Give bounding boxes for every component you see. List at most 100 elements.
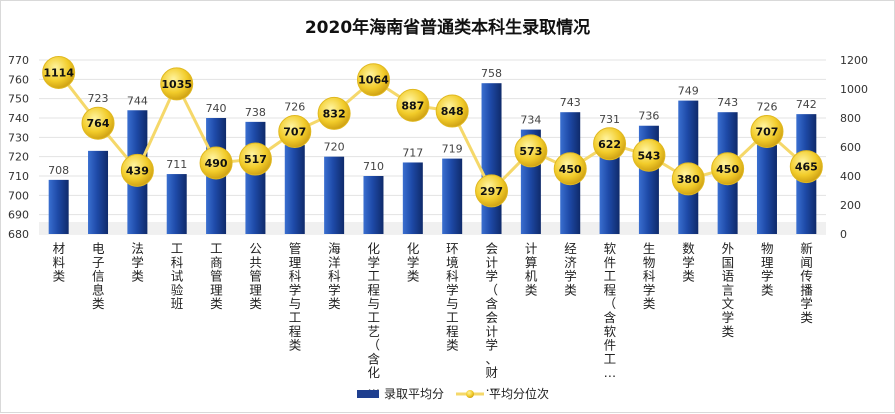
category-label: 软件工程（含软件工… [604,241,617,380]
right-tick-label: 200 [840,199,861,212]
category-label: 会计学（含会计学、财… [486,241,499,394]
line-point [238,142,272,176]
line-data-label: 465 [795,161,818,174]
bar [481,83,502,234]
category-label: 管理科学与工程类 [289,241,302,353]
bar [166,174,187,234]
line-data-label: 450 [559,163,582,176]
bar-data-label: 749 [678,85,699,98]
line-data-label: 622 [598,138,621,151]
bar [599,135,620,234]
line-data-label: 1064 [358,74,389,87]
line-data-label: 297 [480,185,503,198]
line-data-label: 517 [244,153,267,166]
right-tick-label: 600 [840,141,861,154]
category-label: 数学类 [682,241,695,284]
bar-data-label: 717 [402,146,423,159]
bar-data-label: 740 [206,102,227,115]
left-tick-label: 720 [8,151,29,164]
line-data-label: 439 [126,164,149,177]
line-point [435,94,469,128]
line-point [671,162,705,196]
bar-data-label: 726 [756,100,777,113]
line-point [632,138,666,172]
category-label: 海洋科学类 [328,241,341,311]
category-label: 外国语言文学类 [722,241,735,339]
category-label: 工科试验班 [171,241,184,311]
line-point [593,127,627,161]
left-tick-label: 710 [8,170,29,183]
chart-title: 2020年海南省普通类本科生录取情况 [304,18,591,38]
bar-data-label: 734 [520,114,541,127]
bar-data-label: 743 [717,96,738,109]
category-label: 法学类 [131,241,144,284]
bar-data-label: 711 [166,158,187,171]
line-point [475,174,509,208]
left-tick-label: 770 [8,54,29,67]
line-point [199,146,233,180]
category-label: 环境科学与工程类 [446,241,459,353]
line-data-label: 707 [283,125,306,138]
bar-data-label: 736 [638,110,659,123]
category-label: 电子信息类 [92,241,105,311]
bar-data-label: 708 [48,164,69,177]
category-label: 化学类 [407,241,420,284]
bar [402,162,423,234]
bar [48,179,69,234]
legend-bar-label: 录取平均分 [384,387,444,401]
line-point [789,150,823,184]
bar [442,158,463,234]
left-tick-label: 690 [8,209,29,222]
line-data-label: 490 [205,157,228,170]
left-tick-label: 700 [8,189,29,202]
category-label: 新闻传播学类 [800,241,813,325]
right-tick-label: 1200 [840,54,868,67]
category-label: 计算机类 [525,241,538,297]
line-point [317,96,351,130]
bar-data-label: 726 [284,100,305,113]
bar-data-label: 720 [324,141,345,154]
category-label: 经济学类 [564,241,577,297]
left-tick-label: 680 [8,228,29,241]
line-point [160,67,194,101]
line-data-label: 848 [441,105,464,118]
line-point [711,152,745,186]
line-data-label: 887 [401,99,424,112]
bar [756,145,777,234]
line-point [514,134,548,168]
bar-data-label: 710 [363,160,384,173]
line-data-label: 450 [716,163,739,176]
left-tick-label: 760 [8,73,29,86]
line-point [356,63,390,97]
line-point [120,153,154,187]
bar-data-label: 731 [599,113,620,126]
category-label: 工商管理类 [210,241,223,311]
left-tick-label: 730 [8,131,29,144]
bar-data-label: 738 [245,106,266,119]
line-point [81,106,115,140]
category-label: 化学工程与工艺（含化… [367,241,380,394]
line-point [553,152,587,186]
category-label: 生物科学类 [643,241,656,311]
category-label: 公共管理类 [249,241,262,311]
line-data-label: 707 [755,125,778,138]
bar-data-label: 723 [88,92,109,105]
bar [363,176,384,234]
bar-data-label: 742 [796,98,817,111]
right-tick-label: 400 [840,170,861,183]
line-data-label: 380 [677,173,700,186]
right-tick-label: 800 [840,112,861,125]
line-data-label: 543 [637,149,660,162]
category-label: 材料类 [53,241,66,284]
right-tick-label: 1000 [840,83,868,96]
legend-bar-swatch [357,390,379,398]
line-data-label: 1114 [43,66,74,79]
category-label: 物理学类 [761,241,774,297]
legend-line-label: 平均分位次 [489,386,549,401]
bar-data-label: 758 [481,67,502,80]
bar [324,156,345,234]
line-point [278,114,312,148]
line-data-label: 1035 [161,78,192,91]
